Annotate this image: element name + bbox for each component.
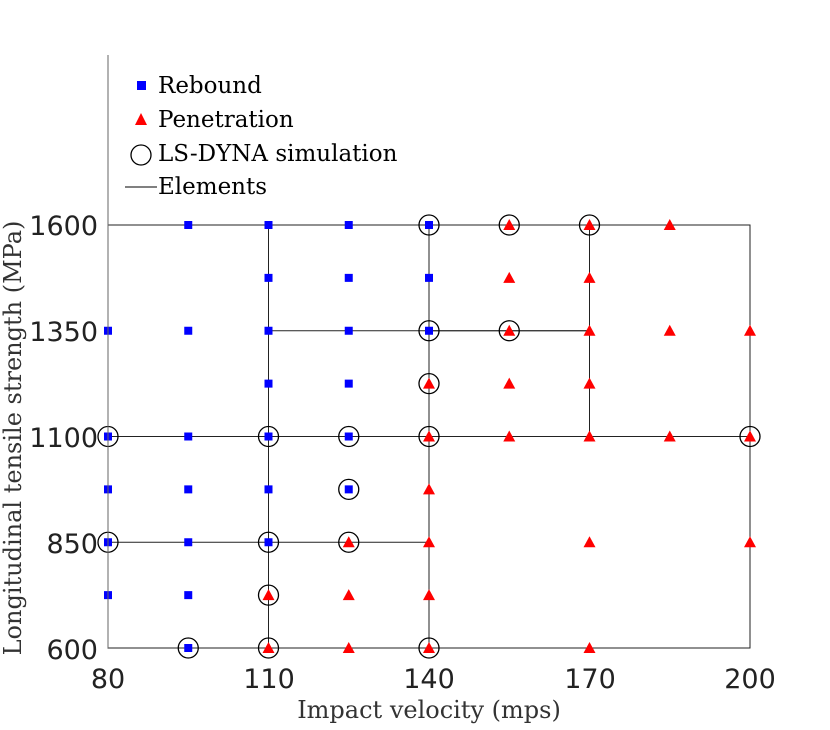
- x-tick-label: 80: [91, 664, 125, 695]
- penetration-point: [342, 642, 355, 653]
- penetration-point: [503, 430, 516, 442]
- rebound-point: [184, 432, 193, 441]
- penetration-point: [744, 430, 756, 442]
- simulation-point: [418, 320, 440, 342]
- penetration-point: [503, 377, 516, 389]
- penetration-point: [583, 271, 596, 283]
- simulation-point: [257, 584, 280, 606]
- penetration-point: [423, 536, 435, 548]
- penetration-point: [583, 219, 596, 230]
- rebound-point: [425, 273, 433, 282]
- rebound-point: [184, 326, 193, 335]
- penetration-point: [583, 324, 596, 336]
- legend-simulation-label: LS-DYNA simulation: [158, 141, 398, 167]
- simulation-point: [418, 372, 440, 395]
- rebound-point: [344, 273, 353, 282]
- y-tick-label: 1600: [29, 211, 98, 242]
- penetration-point: [262, 642, 275, 653]
- penetration-point: [423, 642, 435, 653]
- y-tick-label: 850: [46, 529, 98, 560]
- legend-simulation-marker: [130, 144, 152, 166]
- simulation-point: [338, 531, 360, 553]
- rebound-point: [184, 538, 193, 547]
- x-tick-label: 140: [403, 664, 455, 695]
- rebound-point: [184, 591, 193, 600]
- penetration-point: [663, 324, 676, 336]
- rebound-point: [264, 485, 273, 494]
- simulation-point: [338, 478, 360, 501]
- rebound-point: [264, 221, 273, 229]
- rebound-point: [184, 221, 193, 229]
- simulation-point: [177, 637, 199, 659]
- rebound-point: [264, 273, 273, 282]
- x-tick-label: 200: [724, 664, 776, 695]
- simulation-point: [498, 320, 520, 342]
- rebound-point: [344, 379, 353, 388]
- simulation-point: [418, 425, 440, 448]
- penetration-point: [663, 430, 676, 442]
- simulation-point: [257, 531, 280, 553]
- penetration-point: [342, 536, 355, 548]
- penetration-point: [423, 377, 435, 389]
- y-tick-label: 600: [46, 635, 98, 666]
- penetration-point: [423, 430, 435, 442]
- rebound-point: [264, 326, 273, 335]
- rebound-point: [184, 644, 193, 652]
- x-tick-label: 110: [243, 664, 295, 695]
- penetration-point: [423, 589, 435, 601]
- y-tick-label: 1100: [29, 423, 98, 454]
- rebound-point: [184, 485, 193, 494]
- simulation-point: [257, 637, 280, 659]
- penetration-point: [744, 536, 756, 548]
- legend-elements-label: Elements: [158, 174, 267, 200]
- rebound-point: [344, 326, 353, 335]
- legend-penetration-marker: [135, 113, 147, 125]
- x-tick-label: 170: [564, 664, 616, 695]
- simulation-point: [739, 425, 761, 448]
- rebound-point: [425, 326, 433, 335]
- rebound-point: [264, 432, 273, 441]
- simulation-point: [418, 637, 440, 659]
- penetration-point: [583, 642, 596, 653]
- y-tick-labels: 600 850 1100 1350 1600: [29, 211, 98, 666]
- penetration-point: [663, 219, 676, 230]
- penetration-point: [503, 271, 516, 283]
- penetration-point: [503, 324, 516, 336]
- simulation-point: [257, 425, 280, 448]
- simulation-point: [578, 214, 601, 236]
- y-tick-label: 1350: [29, 317, 98, 348]
- legend-rebound-label: Rebound: [158, 73, 262, 99]
- rebound-point: [425, 221, 433, 229]
- rebound-point: [344, 432, 353, 441]
- rebound-point: [344, 485, 353, 494]
- rebound-point: [344, 221, 353, 229]
- penetration-point: [583, 536, 596, 548]
- penetration-point: [262, 589, 275, 601]
- simulation-point: [338, 425, 360, 448]
- penetration-point: [342, 589, 355, 601]
- legend-rebound-marker: [137, 81, 146, 90]
- simulation-point: [498, 214, 520, 236]
- legend: Rebound Penetration LS-DYNA simulation E…: [125, 73, 398, 200]
- penetration-point: [583, 430, 596, 442]
- rebound-point: [264, 538, 273, 547]
- x-tick-labels: 80 110 140 170 200: [91, 664, 776, 695]
- penetration-point: [503, 219, 516, 230]
- legend-penetration-label: Penetration: [158, 107, 294, 133]
- simulation-point: [418, 214, 440, 236]
- penetration-point: [583, 377, 596, 389]
- x-axis-label: Impact velocity (mps): [297, 696, 561, 724]
- penetration-point: [744, 324, 756, 336]
- y-axis-label: Longitudinal tensile strength (MPa): [0, 221, 27, 656]
- penetration-point: [423, 483, 435, 495]
- rebound-point: [264, 379, 273, 388]
- data-markers: [97, 214, 761, 659]
